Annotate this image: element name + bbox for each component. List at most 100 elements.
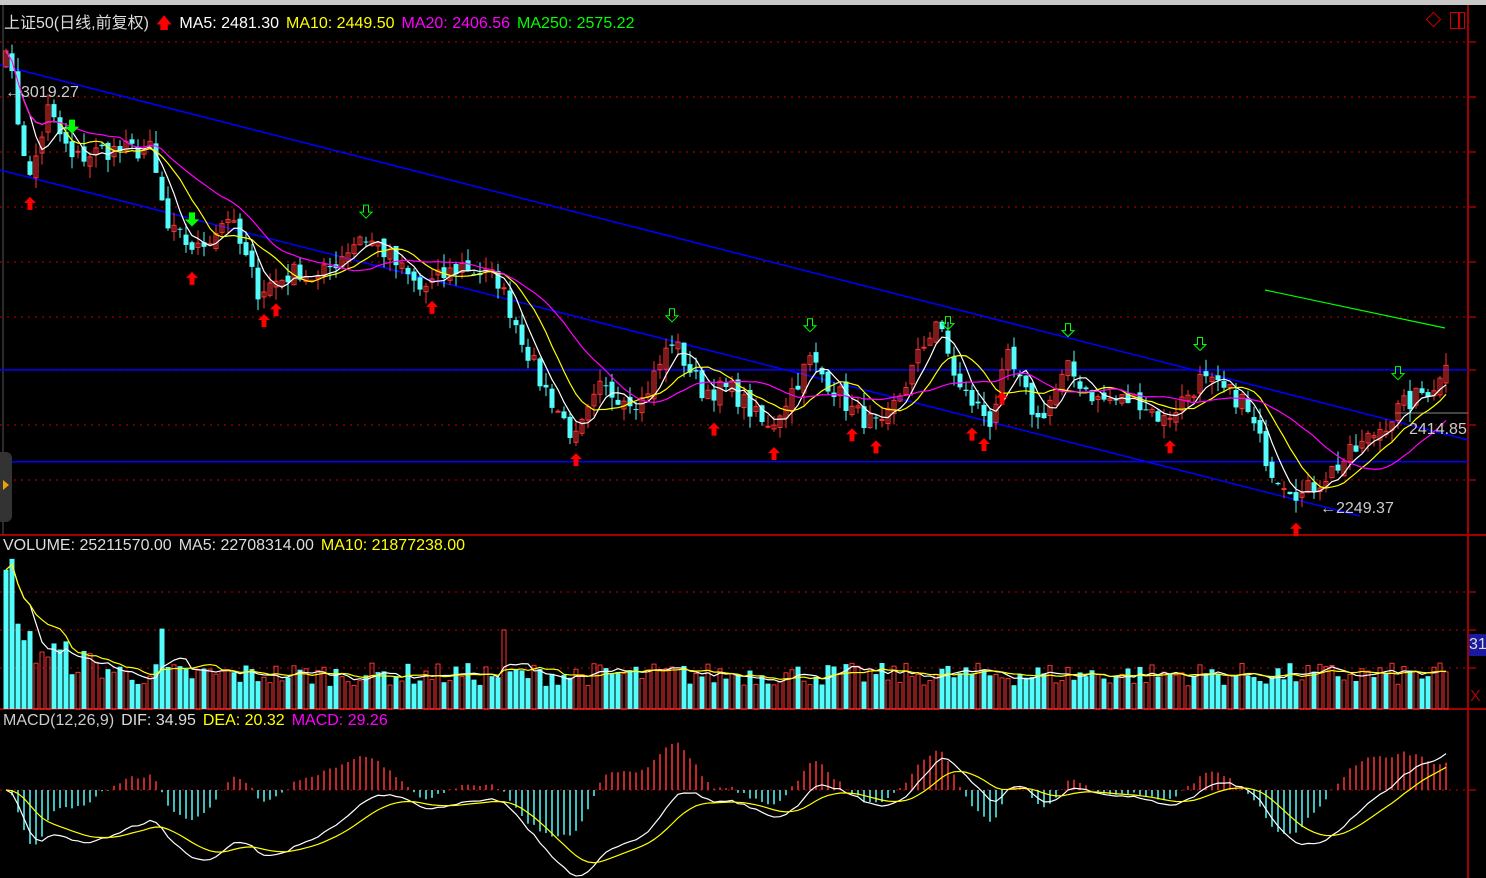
volume-bar <box>147 675 153 710</box>
volume-bar <box>321 666 327 710</box>
volume-bar <box>1245 675 1251 709</box>
volume-bar <box>1029 676 1035 709</box>
candle-down <box>285 275 291 283</box>
volume-bar <box>39 651 45 710</box>
ma5-line <box>5 50 1447 493</box>
volume-bar <box>411 683 417 709</box>
volume-bar <box>561 674 567 709</box>
candle-up <box>837 386 843 397</box>
volume-bar <box>1101 678 1107 709</box>
buy-signal-arrow-icon <box>1164 440 1176 454</box>
volume-bar <box>711 682 717 709</box>
candle-up <box>705 389 711 400</box>
volume-bar <box>87 653 93 710</box>
volume-bar <box>993 673 999 710</box>
volume-bar <box>909 675 915 710</box>
ma10-label: MA10: 2449.50 <box>285 15 395 32</box>
side-panel-toggle[interactable] <box>0 452 12 522</box>
candle-down <box>519 324 525 345</box>
candle-up <box>1185 394 1191 402</box>
volume-ma10-line <box>5 563 1447 680</box>
close-icon[interactable]: X <box>1470 688 1481 705</box>
candle-down <box>1137 392 1143 411</box>
candle-up <box>933 321 939 343</box>
candle-down <box>981 404 987 416</box>
candle-down <box>255 267 261 300</box>
candle-up <box>1167 417 1173 420</box>
volume-bar <box>135 683 141 709</box>
volume-bar <box>465 663 471 709</box>
volume-bar <box>717 668 723 710</box>
volume-bar <box>219 670 225 710</box>
candle-up <box>1359 440 1365 449</box>
volume-bar <box>945 665 951 709</box>
volume-bar <box>807 684 813 710</box>
candle-up <box>195 242 201 249</box>
volume-bar <box>417 680 423 709</box>
candle-up <box>777 415 783 428</box>
volume-bar <box>405 663 411 709</box>
volume-bar <box>279 680 285 710</box>
volume-bar <box>1401 665 1407 710</box>
volume-bar <box>315 669 321 710</box>
volume-bar <box>867 668 873 710</box>
candle-up <box>87 156 93 167</box>
volume-bar <box>795 666 801 709</box>
volume-bar <box>75 671 81 710</box>
candle-down <box>1083 387 1089 390</box>
volume-bar <box>1437 662 1443 710</box>
volume-bar <box>633 666 639 709</box>
volume-bar <box>1023 677 1029 709</box>
candle-down <box>873 417 879 419</box>
volume-bar <box>675 669 681 710</box>
candle-down <box>975 401 981 404</box>
volume-ma5-label: MA5: 22708314.00 <box>178 537 314 554</box>
candle-up <box>849 405 855 416</box>
layout-toggle-icon[interactable] <box>1450 12 1465 29</box>
candle-down <box>1155 411 1161 422</box>
volume-bar <box>393 676 399 709</box>
volume-bar <box>63 641 69 709</box>
candle-down <box>747 389 753 417</box>
volume-bar <box>1155 676 1161 709</box>
candle-up <box>501 287 507 290</box>
volume-bar <box>1353 680 1359 709</box>
candle-down <box>393 245 399 266</box>
sell-signal-arrow-icon <box>184 212 200 227</box>
candle-up <box>1227 384 1233 388</box>
candle-up <box>891 399 897 415</box>
candle-down <box>681 342 687 366</box>
candle-up <box>879 419 885 422</box>
candle-down <box>723 381 729 388</box>
candle-down <box>381 238 387 258</box>
volume-bar <box>399 680 405 710</box>
candle-up <box>663 347 669 370</box>
volume-bar <box>1305 665 1311 710</box>
candle-up <box>1401 395 1407 406</box>
volume-bar <box>1371 677 1377 709</box>
volume-bar <box>45 656 51 710</box>
volume-bar <box>273 665 279 710</box>
volume-bar <box>1041 673 1047 709</box>
candle-up <box>321 264 327 275</box>
candle-down <box>549 388 555 408</box>
candle-up <box>1305 480 1311 493</box>
volume-bar <box>933 673 939 710</box>
volume-bar <box>1191 675 1197 709</box>
candle-up <box>915 348 921 364</box>
candle-up <box>291 263 297 286</box>
volume-bar <box>747 670 753 709</box>
volume-bar <box>1239 662 1245 710</box>
candle-down <box>1071 361 1077 377</box>
volume-bar <box>141 683 147 710</box>
candle-down <box>1245 397 1251 412</box>
volume-bar <box>621 673 627 710</box>
dea-label: DEA: 20.32 <box>202 712 285 729</box>
volume-bar <box>759 675 765 709</box>
dea-line <box>5 766 1447 864</box>
current-price-label: 2414.85 <box>1409 421 1467 438</box>
candle-down <box>951 356 957 376</box>
volume-bar <box>1311 671 1317 709</box>
candle-up <box>1365 432 1371 444</box>
